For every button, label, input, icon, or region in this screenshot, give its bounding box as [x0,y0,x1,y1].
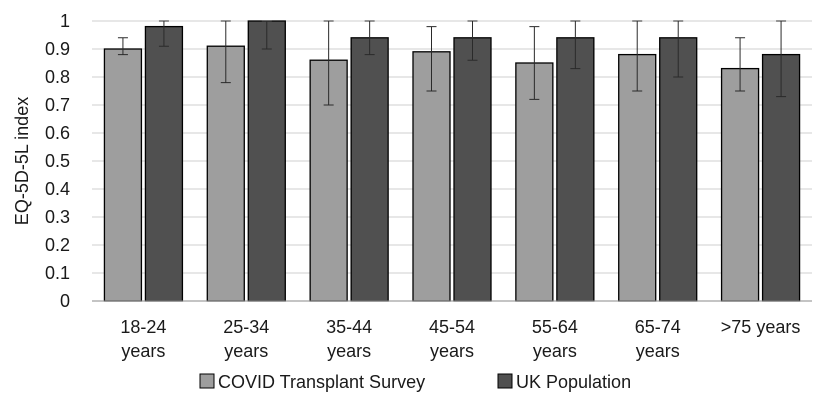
legend-label: COVID Transplant Survey [218,372,425,392]
error-bar [261,20,272,50]
error-bar [735,37,746,92]
category-label: 35-44 years [326,317,372,361]
y-axis-ticks: 0 0.1 0.2 0.3 0.4 0.5 0.6 0.7 0.8 0.9 1 [45,11,70,311]
x-axis-categories: 18-24 years 25-34 years 35-44 years 45-54 years… [120,317,800,361]
legend-label: UK Population [516,372,631,392]
error-bar [570,20,581,70]
y-tick-label: 0.7 [45,95,70,115]
bar-series-1 [618,53,657,302]
category-label: 25-34 years [223,317,269,361]
category-label: >75 years [721,317,801,337]
y-tick-label: 0 [60,291,70,311]
y-axis-title: EQ-5D-5L index [12,97,32,225]
gridlines [92,20,812,274]
error-bar [632,20,643,92]
error-bar [117,37,128,56]
category-label: 55-64 years [532,317,578,361]
y-tick-label: 0.6 [45,123,70,143]
error-bar [220,20,231,84]
bar-series-2 [350,37,389,302]
y-tick-label: 0.8 [45,67,70,87]
bar-series-2 [144,25,184,302]
y-tick-label: 0.4 [45,179,70,199]
y-tick-label: 0.2 [45,235,70,255]
error-bar [529,26,540,100]
bar-series-1 [515,62,554,302]
error-bar [776,20,787,98]
category-label: 45-54 years [429,317,475,361]
category-label: 65-74 years [635,317,681,361]
bar-series-1 [206,45,245,302]
bar-series-2 [453,37,492,302]
error-bar [364,20,375,56]
error-bar [426,26,437,92]
legend: COVID Transplant Survey UK Population [199,372,631,392]
y-tick-label: 0.9 [45,39,70,59]
error-bar [323,20,334,106]
y-tick-label: 0.1 [45,263,70,283]
y-tick-label: 0.5 [45,151,70,171]
bar-series-2 [659,37,698,302]
error-bars [117,20,787,106]
legend-swatch [497,373,513,389]
legend-swatch [199,373,215,389]
y-tick-label: 0.3 [45,207,70,227]
y-tick-label: 1 [60,11,70,31]
error-bar [467,20,478,61]
bar-series-2 [247,20,286,302]
bar-series-1 [720,67,760,302]
bar-series-1 [103,48,143,302]
bar-series-1 [412,51,451,302]
category-label: 18-24 years [120,317,166,361]
error-bar [673,20,684,78]
error-bar [158,20,169,47]
bar-series-2 [556,37,595,302]
